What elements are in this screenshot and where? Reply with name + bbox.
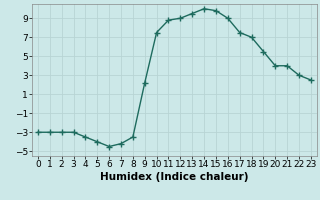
X-axis label: Humidex (Indice chaleur): Humidex (Indice chaleur) bbox=[100, 172, 249, 182]
